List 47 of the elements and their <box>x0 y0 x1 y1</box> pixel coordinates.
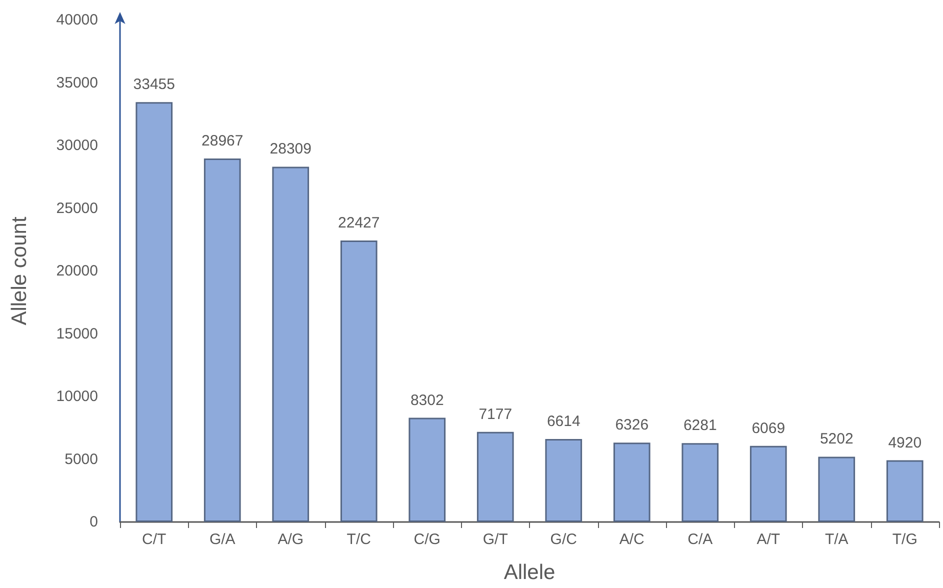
x-tick-label: C/G <box>414 531 440 548</box>
x-tick-label: T/C <box>346 531 372 548</box>
x-tick-label: A/C <box>619 531 645 548</box>
y-tick-label: 10000 <box>56 388 98 405</box>
x-tick-label: G/C <box>550 531 578 548</box>
y-tick-label: 20000 <box>56 262 98 280</box>
bar <box>682 443 719 522</box>
bar <box>613 442 650 522</box>
y-tick-label: 40000 <box>56 12 98 28</box>
x-tick-label: C/T <box>142 531 166 548</box>
y-tick-label: 35000 <box>56 74 98 92</box>
bar <box>204 158 241 522</box>
x-tick-label: A/T <box>756 531 780 548</box>
x-axis-title: Allele <box>504 561 556 584</box>
data-label: 28309 <box>270 140 312 158</box>
x-tick-label: G/A <box>209 531 236 548</box>
x-tick-label: C/A <box>688 531 713 548</box>
data-label: 4920 <box>888 434 922 452</box>
data-label: 22427 <box>338 214 380 232</box>
bar <box>750 446 787 522</box>
data-label: 5202 <box>820 430 854 448</box>
bar <box>886 460 924 522</box>
y-tick-label: 0 <box>90 514 98 530</box>
y-tick-label: 25000 <box>56 200 98 217</box>
x-tick-label: A/G <box>278 531 304 548</box>
data-label: 7177 <box>478 406 512 423</box>
bar <box>340 240 378 522</box>
data-label: 6326 <box>615 416 649 434</box>
bar <box>408 418 446 522</box>
data-label: 33455 <box>133 76 175 94</box>
data-label: 6281 <box>683 417 717 434</box>
data-label: 28967 <box>202 132 244 150</box>
bar <box>545 438 582 522</box>
x-tick-label: G/T <box>482 531 508 548</box>
bar <box>476 432 514 522</box>
x-tick-label: T/A <box>824 531 848 548</box>
y-axis-title: Allele count <box>8 216 31 326</box>
data-label: 6614 <box>546 412 580 430</box>
bar <box>272 166 310 522</box>
y-tick-label: 15000 <box>56 325 98 342</box>
x-tick-label: T/G <box>892 531 918 548</box>
data-label: 8302 <box>410 392 444 409</box>
data-label: 6069 <box>752 420 786 437</box>
y-tick-label: 30000 <box>56 137 98 154</box>
y-tick-label: 5000 <box>64 450 98 468</box>
bar <box>136 102 173 522</box>
bar <box>818 456 856 522</box>
